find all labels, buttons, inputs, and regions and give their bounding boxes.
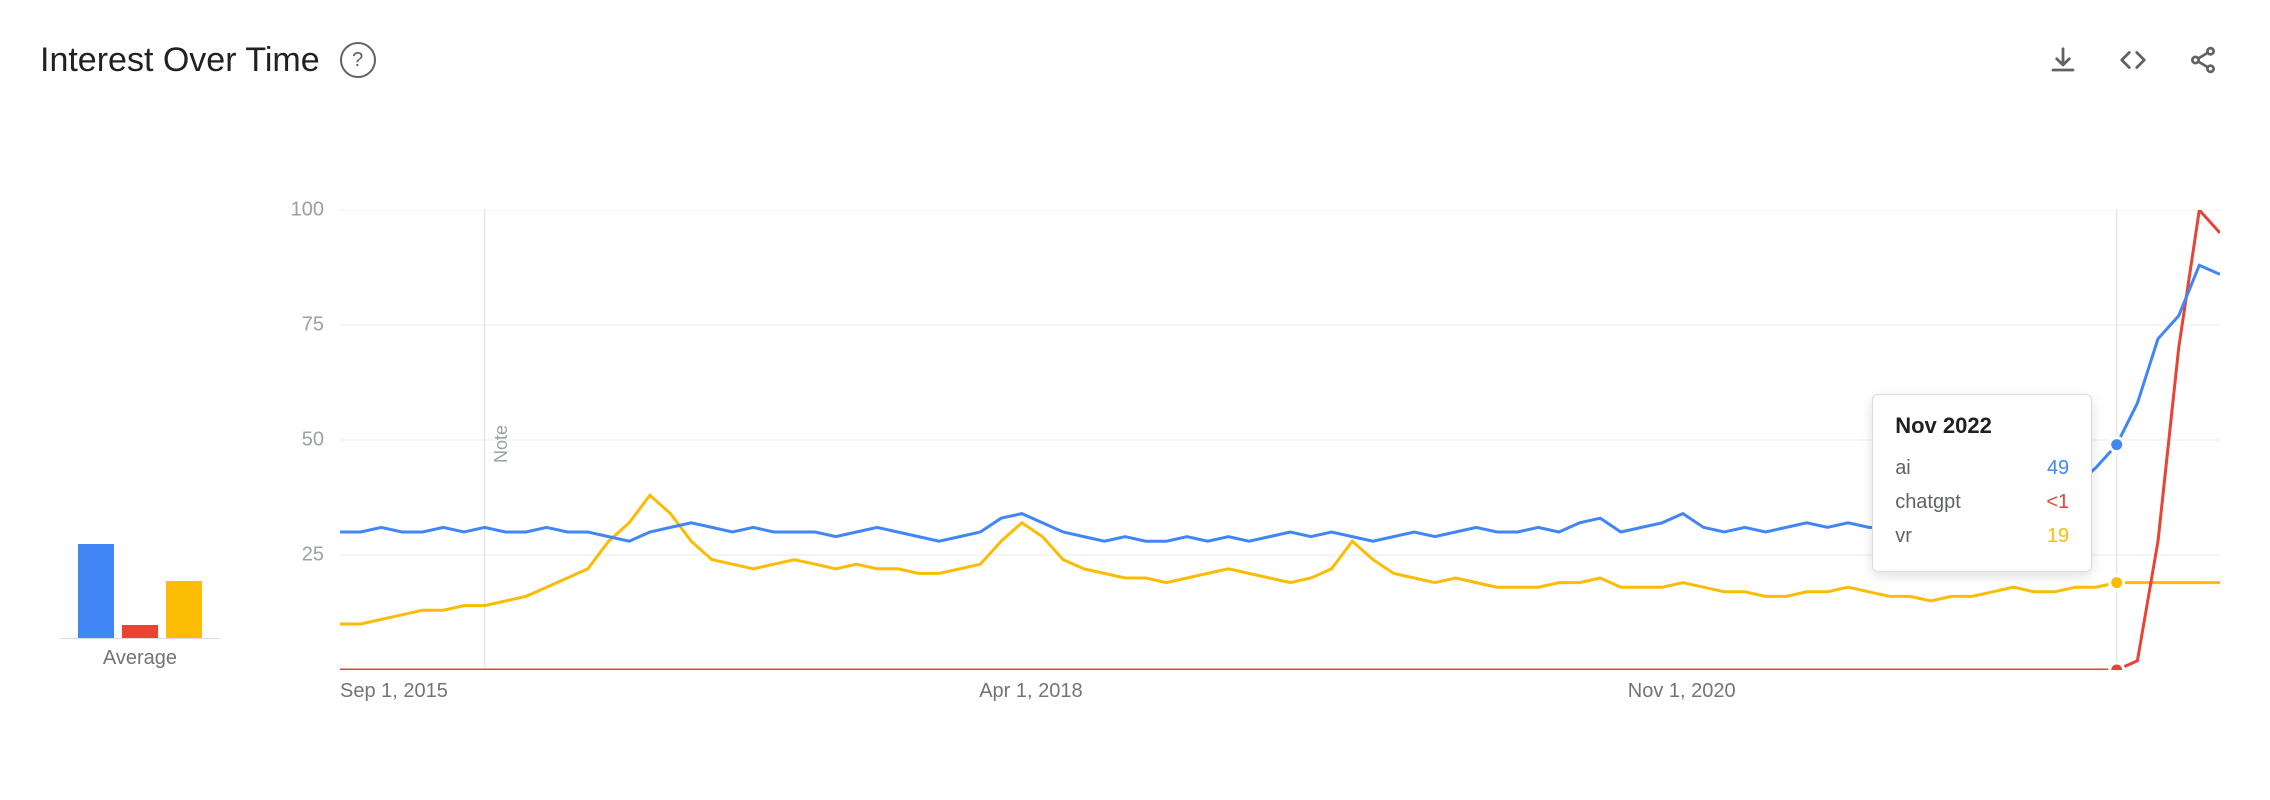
x-axis-labels: Sep 1, 2015 Apr 1, 2018 Nov 1, 2020 [340, 680, 2220, 710]
tooltip-row: ai49 [1895, 451, 2069, 485]
average-bars [60, 508, 220, 639]
x-tick: Sep 1, 2015 [340, 680, 448, 703]
avg-bar-ai [78, 544, 114, 638]
tooltip-row: chatgpt<1 [1895, 485, 2069, 519]
note-marker: Note [491, 425, 512, 463]
avg-bar-chatgpt [122, 625, 158, 638]
page-title: Interest Over Time [40, 41, 320, 80]
chart-tooltip: Nov 2022 ai49chatgpt<1vr19 [1872, 394, 2092, 572]
y-tick: 25 [302, 544, 324, 567]
x-tick: Nov 1, 2020 [1628, 680, 1736, 703]
average-panel: Average [60, 508, 220, 670]
embed-icon[interactable] [2116, 43, 2150, 77]
y-tick: 50 [302, 429, 324, 452]
download-icon[interactable] [2046, 43, 2080, 77]
header-actions [2046, 43, 2230, 77]
share-icon[interactable] [2186, 43, 2220, 77]
tooltip-row: vr19 [1895, 519, 2069, 553]
y-tick: 100 [291, 199, 324, 222]
tooltip-title: Nov 2022 [1895, 413, 2069, 439]
average-label: Average [60, 647, 220, 670]
title-group: Interest Over Time ? [40, 41, 376, 80]
header: Interest Over Time ? [40, 30, 2230, 90]
help-icon[interactable]: ? [340, 42, 376, 78]
x-tick: Apr 1, 2018 [979, 680, 1082, 703]
avg-bar-vr [166, 581, 202, 638]
y-tick: 75 [302, 314, 324, 337]
content: Average 255075100Note Sep 1, 2015Apr 1, … [40, 210, 2230, 730]
